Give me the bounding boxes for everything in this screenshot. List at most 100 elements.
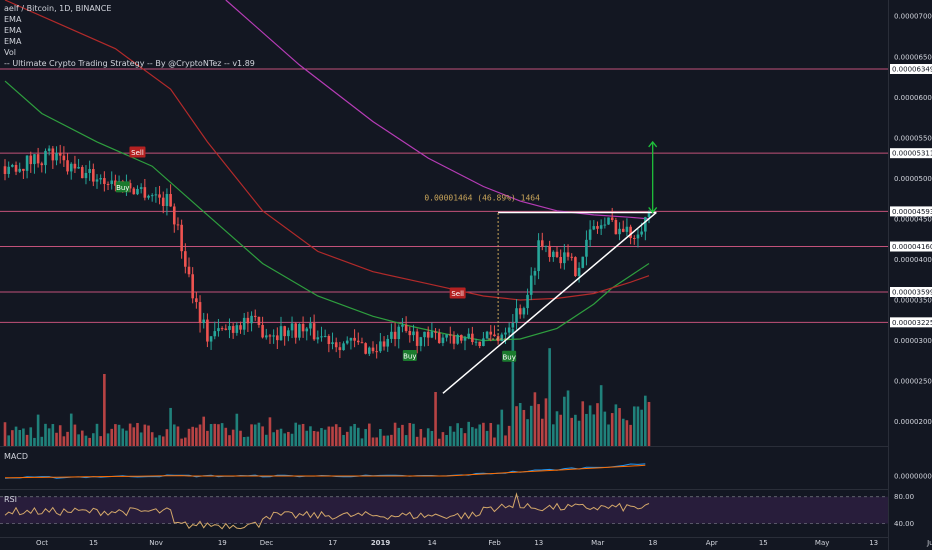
volume-bar (390, 434, 393, 446)
candle-body (323, 336, 327, 338)
trendline-support[interactable] (442, 211, 657, 394)
candle-body (504, 332, 507, 335)
candle-body (305, 328, 309, 332)
candle-body (3, 166, 7, 174)
volume-bar (320, 428, 323, 446)
level-price-badge (890, 317, 932, 328)
candle-body (629, 226, 632, 239)
candle-body (62, 155, 66, 161)
candle-body (544, 245, 548, 247)
candle-body (511, 322, 515, 328)
candle-body (132, 188, 136, 195)
candle-body (349, 337, 353, 341)
candle-body (338, 347, 342, 351)
rsi-pane-label: RSI (4, 495, 17, 504)
volume-bar (485, 430, 489, 446)
candle-body (220, 328, 224, 330)
volume-bar (621, 418, 625, 446)
candle-body (224, 328, 228, 330)
candle-body (334, 342, 338, 348)
volume-bar (467, 421, 470, 446)
candle-body (176, 224, 180, 226)
x-tick-label: 13 (534, 539, 543, 547)
volume-bar (3, 422, 7, 446)
legend-strategy: -- Ultimate Crypto Trading Strategy -- B… (4, 59, 255, 68)
candle-body (489, 331, 493, 335)
candle-body (563, 252, 566, 264)
volume-bar (437, 438, 441, 446)
volume-bar (290, 433, 294, 446)
volume-bar (599, 385, 603, 446)
candle-body (647, 212, 651, 218)
candle-body (106, 183, 110, 185)
candle-body (603, 224, 607, 226)
volume-bar (386, 435, 390, 446)
volume-bar (301, 423, 305, 446)
x-tick-label: Nov (149, 539, 163, 547)
candle-body (574, 257, 577, 276)
volume-bar (184, 437, 187, 446)
candle-body (404, 324, 408, 331)
volume-bar (92, 433, 95, 446)
volume-bar (478, 424, 482, 446)
volume-bar (526, 419, 529, 446)
volume-bar (596, 403, 599, 446)
volume-bar (51, 424, 55, 446)
candle-body (316, 337, 320, 340)
rsi-band (0, 496, 888, 524)
volume-bar (139, 432, 143, 446)
volume-bar (471, 427, 474, 446)
candle-body (599, 225, 603, 229)
candle-body (77, 167, 80, 169)
volume-bar (566, 390, 570, 446)
candle-body (636, 234, 640, 239)
volume-bar (379, 428, 382, 446)
candle-body (22, 168, 25, 171)
volume-bar (441, 432, 445, 446)
volume-bar (257, 422, 261, 446)
volume-bar (47, 428, 51, 446)
macd-y-tick: 0.00000000 (894, 473, 932, 481)
volume-bar (213, 423, 217, 446)
candle-body (128, 183, 132, 189)
candle-body (533, 271, 537, 276)
volume-bar (312, 430, 316, 446)
volume-bar (121, 428, 125, 446)
volume-bar (353, 423, 356, 446)
volume-bar (489, 423, 493, 446)
ema-line-slow (225, 0, 650, 220)
volume-bar (73, 424, 77, 446)
volume-bar (327, 426, 331, 446)
level-price-label: 0.00006349 (892, 66, 932, 74)
candle-body (161, 197, 165, 207)
candle-body (213, 331, 217, 337)
measure-label: 0.00001464 (46.89%) 1464 (424, 193, 540, 202)
volume-bar (198, 424, 202, 446)
volume-bar (349, 426, 353, 446)
volume-bar (515, 406, 518, 446)
volume-bar (581, 401, 585, 446)
candle-body (644, 217, 647, 232)
candle-body (40, 163, 44, 166)
volume-bar (463, 433, 467, 446)
x-tick-label: 15 (759, 539, 768, 547)
volume-bar (522, 409, 526, 446)
volume-bar (110, 428, 114, 446)
candle-body (287, 330, 290, 337)
candle-body (80, 167, 84, 179)
volume-bar (276, 429, 279, 446)
x-tick-label: Oct (36, 539, 48, 547)
candle-body (419, 337, 423, 346)
x-tick-label: 14 (428, 539, 437, 547)
volume-bar (268, 417, 272, 446)
legend-vol: Vol (4, 48, 16, 57)
volume-bar (636, 406, 640, 446)
volume-bar (29, 427, 33, 446)
volume-bar (434, 392, 437, 446)
candle-body (393, 331, 397, 340)
volume-bar (629, 424, 632, 446)
